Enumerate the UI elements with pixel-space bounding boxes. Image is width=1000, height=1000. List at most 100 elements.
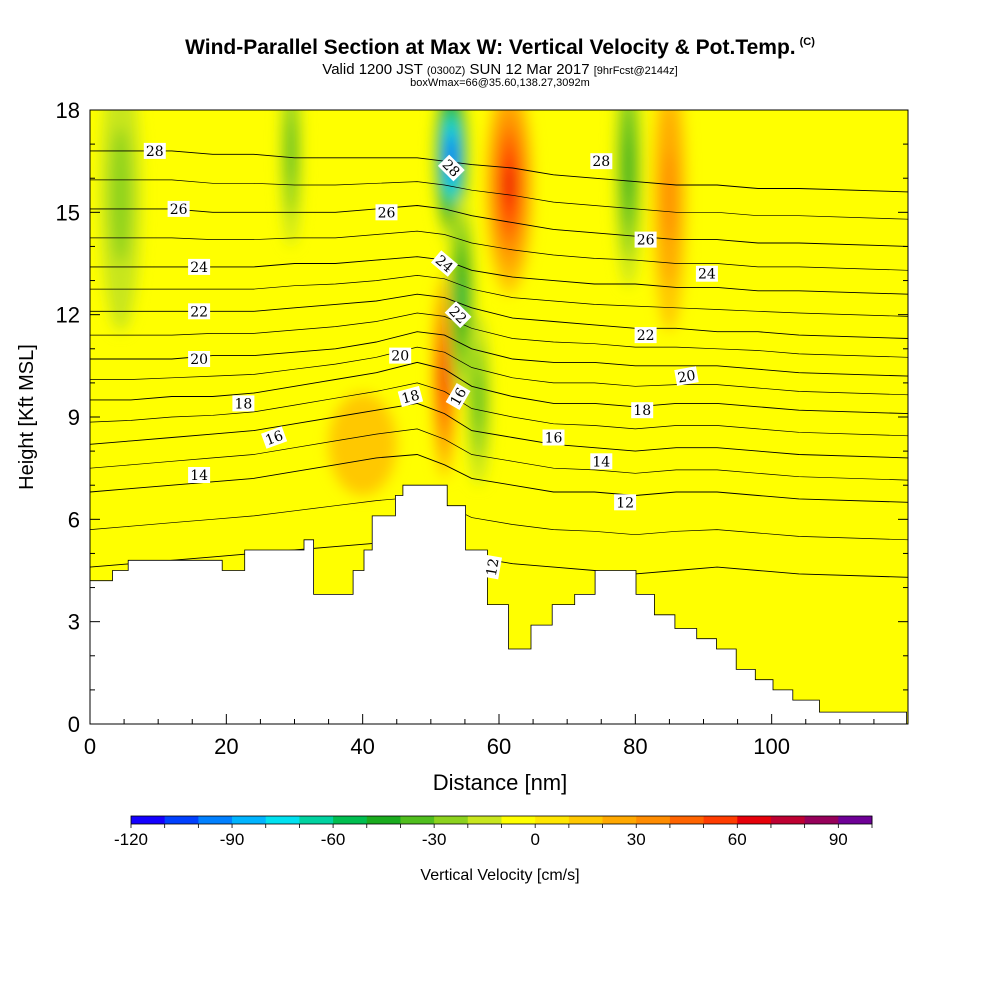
colorbar-swatch: [232, 816, 267, 824]
colorbar-swatch: [838, 816, 873, 824]
contour-label-text: 26: [378, 205, 396, 221]
theta-contour-14: [90, 454, 908, 503]
contour-label-text: 22: [190, 304, 208, 320]
contour-label-16: 16: [445, 382, 471, 411]
colorbar-swatch: [737, 816, 772, 824]
y-tick-label: 15: [56, 200, 80, 225]
contour-label-26: 26: [375, 204, 398, 221]
colorbar-swatch: [131, 816, 166, 824]
contour-label-box: [634, 327, 657, 344]
x-tick-label: 40: [350, 734, 374, 759]
contour-label-18: 18: [232, 395, 255, 412]
colorbar-swatch: [198, 816, 233, 824]
contour-label-20: 20: [674, 366, 699, 387]
colorbar-swatch: [602, 816, 637, 824]
contour-label-box: [389, 347, 412, 364]
contour-label-28: 28: [590, 153, 613, 170]
velocity-cell-4: [474, 371, 483, 429]
colorbar-swatch: [434, 816, 469, 824]
contour-label-text: 20: [391, 349, 409, 365]
contour-label-24: 24: [188, 258, 211, 276]
contour-label-20: 20: [188, 351, 211, 368]
contour-label-14: 14: [188, 467, 211, 484]
y-tick-label: 18: [56, 98, 80, 123]
colorbar-swatch: [164, 816, 199, 824]
velocity-cell-7: [110, 127, 131, 264]
contour-label-text: 12: [484, 557, 503, 577]
contour-label-18: 18: [397, 385, 424, 408]
contour-label-box: [143, 142, 166, 159]
contour-label-box: [188, 303, 211, 320]
colorbar-tick-label: 90: [829, 830, 848, 849]
y-axis: 0 3 6 9 12 15 18: [56, 98, 908, 737]
velocity-cell-0: [442, 359, 447, 394]
colorbar-swatch: [366, 816, 401, 824]
colorbar-swatch: [703, 816, 738, 824]
colorbar-swatch: [535, 816, 570, 824]
contour-label-26: 26: [634, 231, 657, 249]
plot-area: 2826242220181614262018282422161228262422…: [89, 109, 909, 725]
contour-label-24: 24: [695, 265, 718, 283]
contour-label-text: 24: [190, 260, 208, 276]
contour-label-20: 20: [389, 347, 412, 365]
contour-label-box: [590, 153, 613, 170]
contour-label-text: 28: [146, 144, 164, 160]
contour-label-box: [437, 154, 465, 182]
colorbar-tick-label: -120: [114, 830, 148, 849]
colorbar-label: Vertical Velocity [cm/s]: [420, 867, 579, 884]
x-axis-label: Distance [nm]: [433, 770, 568, 795]
colorbar-tick-label: -90: [220, 830, 245, 849]
contour-label-box: [631, 402, 654, 419]
theta-contour-18: [90, 361, 908, 415]
x-tick-label: 60: [487, 734, 511, 759]
forecast-info: [9hrFcst@2144z]: [593, 65, 678, 77]
contour-label-box: [232, 395, 255, 412]
y-tick-label: 6: [68, 507, 80, 532]
contour-label-box: [188, 258, 211, 275]
contour-label-text: 18: [633, 403, 651, 419]
colorbar-swatch: [467, 816, 502, 824]
contour-label-12: 12: [482, 554, 503, 580]
colorbar-tick-label: 0: [530, 830, 539, 849]
valid-utc: (0300Z): [426, 65, 466, 77]
contour-label-14: 14: [590, 453, 613, 470]
colorbar-swatch: [265, 816, 300, 824]
colorbar-swatch: [669, 816, 705, 824]
contour-label-text: 18: [400, 387, 421, 407]
velocity-cell-5: [625, 138, 632, 198]
contour-label-text: 24: [698, 267, 716, 283]
contour-label-22: 22: [634, 327, 657, 344]
contour-label-box: [674, 366, 699, 386]
terrain: [89, 484, 907, 725]
contour-label-text: 26: [170, 202, 188, 218]
contour-label-box: [590, 453, 613, 470]
colorbar-swatch: [804, 816, 839, 824]
contour-label-18: 18: [631, 402, 654, 419]
contour-label-box: [634, 231, 657, 248]
contour-label-text: 16: [448, 385, 471, 409]
colorbar-swatch: [299, 816, 334, 824]
chart-title: Wind-Parallel Section at Max W: Vertical…: [0, 36, 1000, 60]
colorbar-tick-label: -60: [321, 830, 346, 849]
theta-contour-intermediate: [90, 179, 908, 220]
contour-label-box: [167, 200, 190, 217]
colorbar-tick-label: 60: [728, 830, 747, 849]
contour-label-28: 28: [143, 142, 166, 160]
contour-label-16: 16: [261, 426, 288, 449]
contour-label-text: 28: [592, 154, 610, 170]
contour-label-box: [188, 351, 211, 367]
contour-label-box: [261, 426, 288, 449]
y-axis-label: Height [Kft MSL]: [16, 344, 38, 490]
valid-date: SUN 12 Mar 2017: [469, 61, 590, 78]
y-tick-label: 12: [56, 303, 80, 328]
colorbar-swatch: [333, 816, 368, 824]
title-text: Wind-Parallel Section at Max W: Vertical…: [185, 36, 796, 59]
chart-subtitle: Valid 1200 JST (0300Z) SUN 12 Mar 2017 […: [0, 61, 1000, 78]
contour-label-16: 16: [542, 429, 565, 447]
velocity-cell-8: [663, 149, 676, 241]
contour-label-text: 16: [263, 428, 285, 449]
contour-label-text: 12: [616, 495, 634, 511]
colorbar-swatch: [568, 816, 604, 824]
theta-contour-intermediate: [90, 428, 908, 481]
colorbar-tick-label: -30: [422, 830, 447, 849]
